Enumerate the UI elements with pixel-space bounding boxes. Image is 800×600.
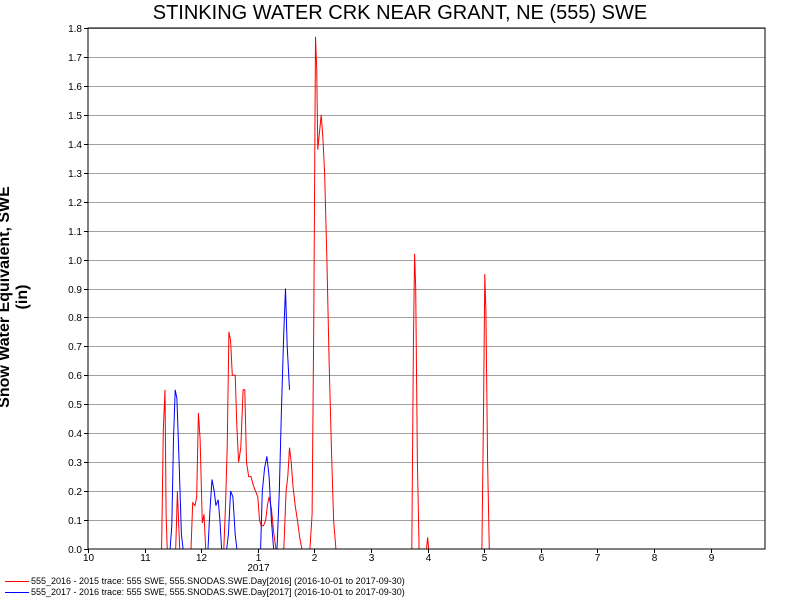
y-tick-label: 1.1 [68, 227, 82, 238]
series-line-2016 [161, 36, 490, 550]
y-tick-label: 1.6 [68, 82, 82, 93]
legend-item-2016: 555_2016 - 2015 trace: 555 SWE, 555.SNOD… [5, 576, 405, 587]
x-tick-label: 9 [709, 553, 715, 564]
legend-label-2017: 555_2017 - 2016 trace: 555 SWE, 555.SNOD… [31, 587, 405, 597]
series-line-2017 [169, 288, 290, 550]
y-tick-label: 0.3 [68, 458, 82, 469]
legend-item-2017: 555_2017 - 2016 trace: 555 SWE, 555.SNOD… [5, 587, 405, 598]
y-tick-label: 0.9 [68, 285, 82, 296]
x-tick-label: 3 [369, 553, 375, 564]
x-tick-label: 10 [83, 553, 95, 564]
y-tick-label: 1.2 [68, 198, 82, 209]
y-tick-label: 1.0 [68, 256, 82, 267]
plot-border [87, 27, 766, 550]
y-tick-label: 0.2 [68, 487, 82, 498]
y-tick-label: 1.8 [68, 24, 82, 35]
x-tick-label: 4 [426, 553, 432, 564]
y-tick-label: 1.3 [68, 169, 82, 180]
y-tick-label: 0.4 [68, 429, 82, 440]
x-tick-label: 5 [482, 553, 488, 564]
y-tick-label: 0.1 [68, 516, 82, 527]
x-tick-label: 7 [595, 553, 601, 564]
x-tick-label: 8 [652, 553, 658, 564]
x-tick-label: 6 [539, 553, 545, 564]
chart-title: STINKING WATER CRK NEAR GRANT, NE (555) … [152, 2, 648, 24]
x-tick-label: 12 [196, 553, 208, 564]
y-tick-label: 1.5 [68, 111, 82, 122]
plot-frame [87, 27, 766, 550]
x-tick-label: 11 [140, 553, 151, 564]
legend-swatch-2017 [5, 592, 29, 594]
y-tick-label: 0.8 [68, 313, 82, 324]
y-tick-label: 1.7 [68, 53, 82, 64]
x-tick-label: 1 [256, 553, 262, 564]
x-tick-label: 2 [312, 553, 318, 564]
legend-swatch-2016 [5, 581, 29, 583]
y-tick-label: 0.6 [68, 371, 82, 382]
x-year-label: 2017 [247, 563, 270, 574]
y-tick-label: 1.4 [68, 140, 82, 151]
y-tick-label: 0.5 [68, 400, 82, 411]
y-tick-label: 0.0 [68, 545, 82, 556]
y-tick-label: 0.7 [68, 342, 82, 353]
legend-label-2016: 555_2016 - 2015 trace: 555 SWE, 555.SNOD… [31, 576, 405, 586]
